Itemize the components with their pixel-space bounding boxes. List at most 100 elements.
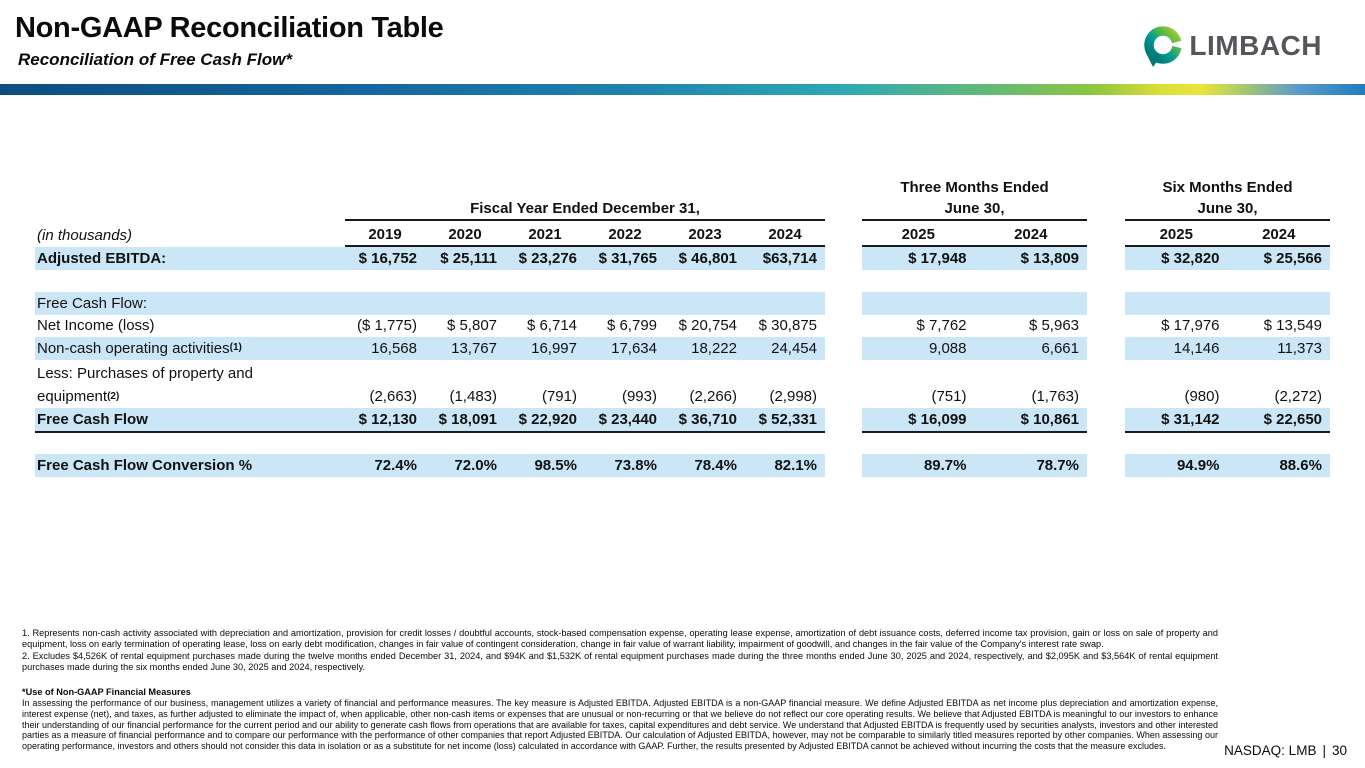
reconciliation-table: Fiscal Year Ended December 31, Three Mon… bbox=[35, 177, 1330, 477]
row-label: Free Cash Flow Conversion % bbox=[35, 454, 345, 477]
table-cell bbox=[1125, 432, 1228, 455]
footer: NASDAQ: LMB | 30 bbox=[1224, 743, 1347, 758]
column-gap bbox=[1087, 360, 1125, 387]
column-gap bbox=[825, 409, 862, 432]
table-cell: $ 32,820 bbox=[1125, 247, 1228, 270]
row-label: Non-cash operating activities (1) bbox=[35, 337, 345, 360]
table-cell: $ 17,948 bbox=[862, 247, 975, 270]
table-cell bbox=[585, 270, 665, 293]
column-gap bbox=[825, 247, 862, 270]
table-cell bbox=[585, 360, 665, 387]
column-gap bbox=[825, 315, 862, 338]
table-cell: $ 31,765 bbox=[585, 247, 665, 270]
table-row: Non-cash operating activities (1) 16,568 13… bbox=[35, 337, 1330, 360]
non-gaap-measures-heading: *Use of Non-GAAP Financial Measures bbox=[22, 686, 191, 697]
group-header-line2: June 30, bbox=[944, 200, 1005, 217]
table-cell: (2,998) bbox=[745, 386, 825, 410]
table-cell: 13,767 bbox=[425, 337, 505, 360]
column-gap bbox=[825, 454, 862, 477]
table-cell: (2,266) bbox=[665, 386, 745, 410]
table-row: equipment (2) (2,663) (1,483) (791) (993) (2,2… bbox=[35, 387, 1330, 410]
table-cell: $ 13,549 bbox=[1263, 317, 1322, 335]
limbach-logo-text: LIMBACH bbox=[1189, 30, 1322, 61]
column-gap bbox=[1087, 454, 1125, 477]
table-cell: (2,663) bbox=[345, 386, 425, 410]
table-cell: $ 23,440 bbox=[585, 408, 665, 433]
table-cell: (980) bbox=[1125, 386, 1228, 410]
table-cell bbox=[1228, 432, 1331, 455]
table-cell: 9,088 bbox=[862, 337, 975, 360]
year-header: 2024 bbox=[1262, 226, 1296, 243]
table-cell: (791) bbox=[505, 386, 585, 410]
table-row: Less: Purchases of property and bbox=[35, 360, 1330, 387]
table-cell: $ 13,809 bbox=[974, 247, 1087, 270]
table-cell bbox=[345, 432, 425, 455]
table-cell: 98.5% bbox=[505, 454, 585, 477]
column-gap bbox=[1087, 219, 1125, 247]
table-cell bbox=[505, 432, 585, 455]
table-row: Free Cash Flow Conversion % 72.4% 72.0% 98.… bbox=[35, 454, 1330, 477]
group-header-line2: Fiscal Year Ended December 31, bbox=[470, 200, 700, 217]
year-header: 2021 bbox=[528, 226, 562, 243]
table-cell: (1,483) bbox=[425, 386, 505, 410]
three-months-group-header: Three Months Ended June 30, bbox=[862, 177, 1087, 221]
row-label: Less: Purchases of property and bbox=[37, 364, 253, 382]
table-cell: (1,763) bbox=[974, 386, 1087, 410]
table-cell: $ 16,099 bbox=[862, 408, 975, 433]
table-cell bbox=[345, 270, 425, 293]
table-cell bbox=[745, 270, 825, 293]
table-cell bbox=[745, 360, 825, 387]
table-cell: (2,272) bbox=[1227, 386, 1330, 410]
table-cell: 73.8% bbox=[585, 454, 665, 477]
table-cell: $ 30,875 bbox=[758, 317, 817, 335]
table-row: Adjusted EBITDA: $ 16,752 $ 25,111 $ 23,276… bbox=[35, 247, 1330, 270]
table-rows: Adjusted EBITDA: $ 16,752 $ 25,111 $ 23,276… bbox=[35, 247, 1330, 477]
table-row: Free Cash Flow $ 12,130 $ 18,091 $ 22,920 $ … bbox=[35, 408, 1330, 433]
table-cell: ($ 1,775) bbox=[356, 317, 417, 335]
column-gap bbox=[825, 337, 862, 360]
table-cell bbox=[585, 432, 665, 455]
table-cell: 11,373 bbox=[1227, 337, 1330, 360]
group-header-spacer bbox=[35, 177, 345, 221]
table-cell bbox=[425, 432, 505, 455]
table-cell: $ 5,963 bbox=[1028, 317, 1079, 335]
table-cell bbox=[745, 432, 825, 455]
table-row bbox=[35, 270, 1330, 293]
row-label: Free Cash Flow: bbox=[35, 292, 345, 315]
limbach-logo: LIMBACH bbox=[1143, 26, 1322, 67]
table-cell bbox=[665, 360, 745, 387]
table-cell: 88.6% bbox=[1227, 454, 1330, 477]
table-cell: $ 23,276 bbox=[505, 247, 585, 270]
table-cell: $ 17,976 bbox=[1161, 317, 1220, 335]
table-cell: $ 31,142 bbox=[1125, 408, 1228, 433]
fiscal-year-group-header: Fiscal Year Ended December 31, bbox=[345, 177, 825, 221]
non-gaap-measures-body: In assessing the performance of our busi… bbox=[22, 698, 1218, 752]
table-cell: 72.4% bbox=[345, 454, 425, 477]
row-label: Adjusted EBITDA: bbox=[35, 247, 345, 270]
table-cell bbox=[862, 360, 975, 387]
table-cell: $ 7,762 bbox=[916, 317, 967, 335]
column-gap bbox=[1087, 292, 1125, 315]
column-gap bbox=[1087, 177, 1125, 221]
table-row: Net Income (loss) ($ 1,775) $ 5,807 $ 6,714… bbox=[35, 315, 1330, 338]
table-cell: $ 25,566 bbox=[1227, 247, 1330, 270]
six-months-columns: 2025 2024 bbox=[1125, 219, 1330, 247]
footnotes: 1. Represents non-cash activity associat… bbox=[22, 628, 1218, 752]
table-cell: 14,146 bbox=[1125, 337, 1228, 360]
column-gap bbox=[1087, 315, 1125, 338]
column-gap bbox=[825, 387, 862, 410]
table-cell bbox=[665, 270, 745, 293]
table-cell: $ 22,650 bbox=[1227, 408, 1330, 433]
table-cell: $ 6,799 bbox=[606, 317, 657, 335]
table-cell bbox=[505, 270, 585, 293]
table-cell bbox=[975, 432, 1088, 455]
table-cell bbox=[425, 292, 505, 315]
table-cell: $ 20,754 bbox=[678, 317, 737, 335]
column-gap bbox=[825, 432, 862, 455]
three-months-columns: 2025 2024 bbox=[862, 219, 1087, 247]
table-cell bbox=[1228, 270, 1331, 293]
column-gap bbox=[1087, 247, 1125, 270]
column-gap bbox=[825, 270, 862, 293]
year-header: 2025 bbox=[1159, 226, 1193, 243]
column-gap bbox=[1087, 432, 1125, 455]
